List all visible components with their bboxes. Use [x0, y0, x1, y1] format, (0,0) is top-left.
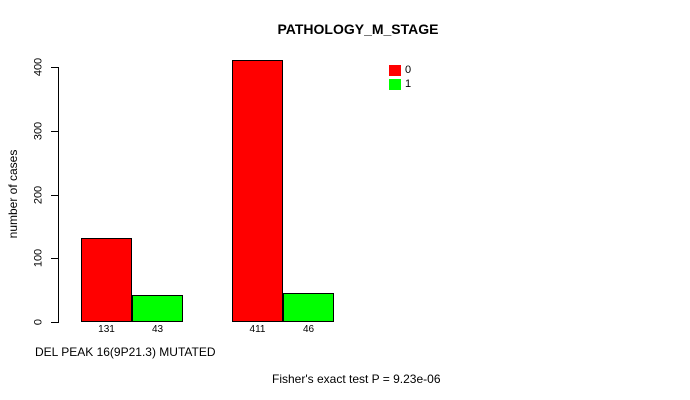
- annotation-fisher-test: Fisher's exact test P = 9.23e-06: [272, 372, 441, 386]
- legend-swatch-red: [389, 64, 401, 76]
- y-axis-tick-label: 100: [32, 249, 45, 268]
- legend-label-0: 0: [405, 63, 412, 76]
- bar-value-label: 131: [98, 324, 115, 335]
- y-axis-tick: [51, 258, 58, 259]
- y-axis-title: number of cases: [6, 149, 20, 239]
- bar-value-label: 411: [249, 324, 266, 335]
- y-axis-tick-label: 400: [32, 57, 45, 77]
- y-axis-tick-label: 0: [32, 318, 45, 326]
- chart-title: PATHOLOGY_M_STAGE: [277, 21, 439, 37]
- y-axis-line: [58, 67, 59, 323]
- bar-series0-group1: [81, 238, 132, 322]
- y-axis-tick: [51, 67, 58, 68]
- legend-label-1: 1: [405, 77, 412, 90]
- legend-swatch-green: [389, 78, 401, 90]
- y-axis-tick-label: 300: [32, 121, 45, 140]
- bar-value-label: 46: [302, 324, 315, 335]
- bar-series1-group2: [283, 292, 334, 322]
- bar-value-label: 43: [151, 324, 164, 335]
- legend-item-1: 1: [389, 78, 411, 90]
- y-axis-tick: [51, 322, 58, 323]
- y-axis-tick: [51, 195, 58, 196]
- x-axis-title: DEL PEAK 16(9P21.3) MUTATED: [35, 345, 216, 359]
- bar-series0-group2: [232, 59, 283, 322]
- legend-item-0: 0: [389, 64, 411, 76]
- bar-series1-group1: [132, 294, 183, 322]
- y-axis-tick: [51, 131, 58, 132]
- legend: 0 1: [389, 64, 411, 90]
- y-axis-tick-label: 200: [32, 185, 45, 204]
